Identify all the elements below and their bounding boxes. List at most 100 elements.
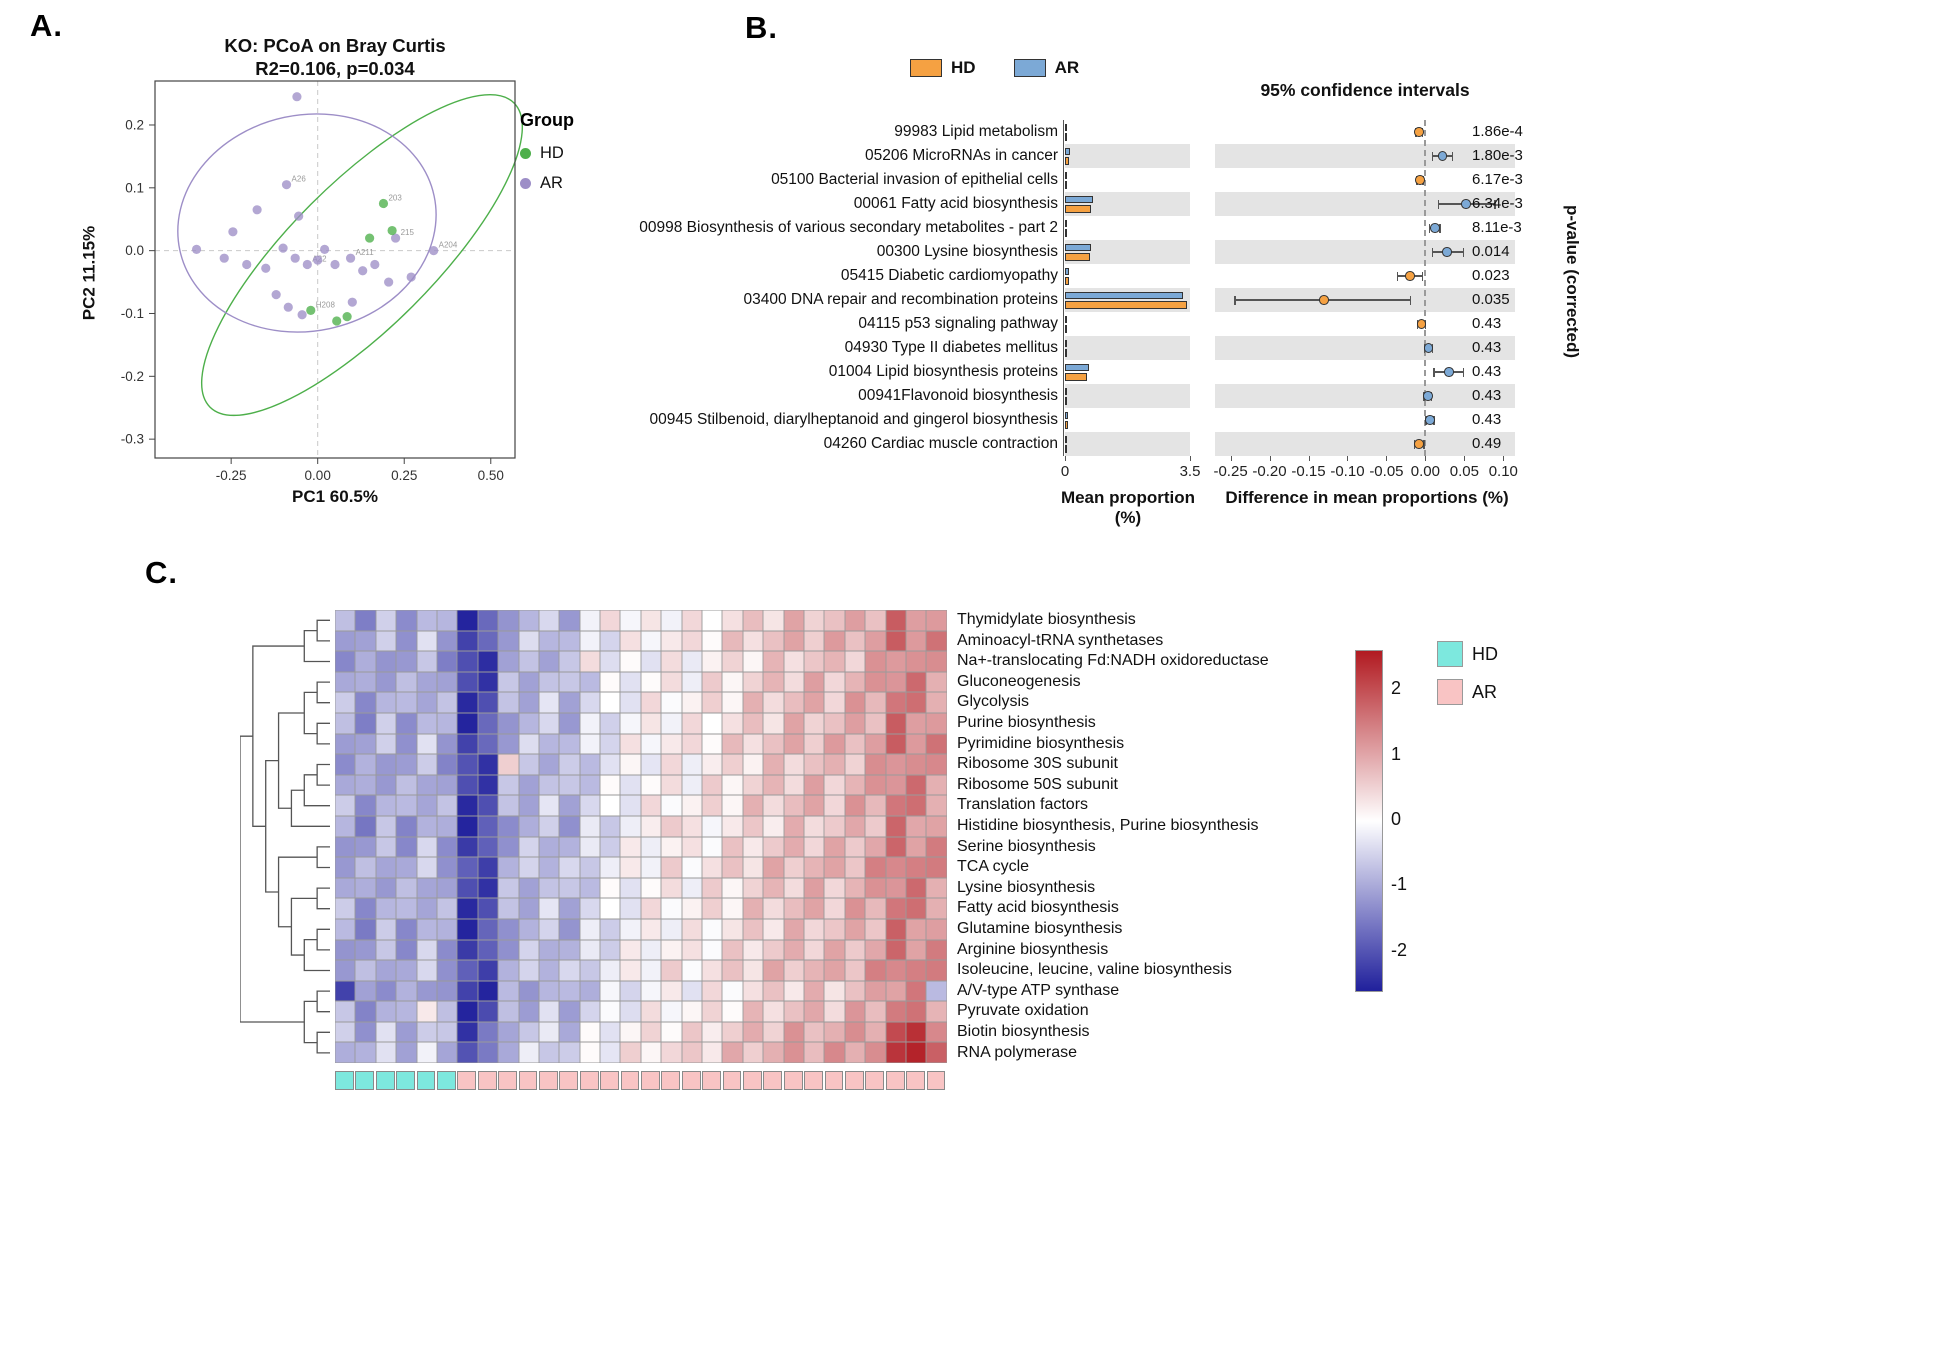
heat-cell — [763, 692, 784, 713]
heat-cell — [498, 795, 519, 816]
tick-label: 0 — [1060, 463, 1070, 480]
diff-dot — [1319, 295, 1329, 305]
heat-cell — [600, 857, 621, 878]
heat-cell — [335, 795, 356, 816]
heat-cell — [600, 960, 621, 981]
heat-cell — [803, 980, 825, 1002]
heat-cell — [824, 918, 845, 940]
heat-cell — [885, 1001, 906, 1022]
heat-cell — [640, 918, 662, 940]
heat-cell — [538, 630, 560, 652]
heat-cell — [702, 857, 723, 878]
heat-cell — [335, 1021, 356, 1043]
heat-cell — [722, 1021, 743, 1043]
heat-cell — [722, 651, 743, 672]
heat-cell — [579, 980, 601, 1002]
heat-cell — [640, 630, 662, 652]
feature-label: 04260 Cardiac muscle contraction — [823, 435, 1058, 452]
heat-cell — [335, 918, 356, 940]
heat-cell — [579, 630, 601, 652]
heat-cell — [457, 836, 478, 858]
svg-text:0.00: 0.00 — [305, 468, 331, 483]
heat-cell — [763, 815, 784, 837]
heat-cell — [702, 754, 723, 775]
heat-cell — [579, 815, 601, 837]
heat-cell — [885, 630, 906, 652]
heat-cell — [518, 712, 539, 734]
bar-ar — [1065, 363, 1090, 371]
heat-cell — [763, 610, 784, 631]
heat-cell — [681, 836, 703, 858]
heat-cell — [640, 857, 662, 878]
heat-cell — [538, 712, 560, 734]
scatter-point — [390, 233, 401, 243]
heat-cell — [640, 754, 662, 775]
scatter-point — [261, 263, 271, 273]
heat-cell — [803, 1042, 825, 1064]
heat-row-label: Lysine biosynthesis — [957, 878, 1096, 896]
point-label: A204 — [439, 241, 458, 250]
heat-cell — [885, 815, 906, 837]
scatter-point — [271, 290, 281, 300]
heat-cell — [824, 795, 845, 816]
heat-cell — [375, 960, 397, 981]
scatter-point — [252, 205, 262, 215]
heat-cell — [355, 754, 376, 775]
heat-cell — [396, 877, 417, 899]
bar-hd — [1065, 397, 1067, 405]
heat-cell — [518, 815, 539, 837]
annot-ar — [518, 1071, 538, 1090]
heat-row-label: Purine biosynthesis — [957, 714, 1096, 731]
heat-cell — [396, 857, 417, 878]
heat-cell — [742, 671, 764, 693]
heat-cell — [335, 630, 356, 652]
bar-hd — [1065, 373, 1088, 381]
heat-cell — [661, 1042, 682, 1064]
heat-cell — [763, 898, 784, 919]
heat-cell — [865, 610, 886, 631]
heat-cell — [559, 754, 580, 775]
heat-cell — [498, 610, 519, 631]
heat-cell — [681, 795, 703, 816]
heat-cell — [926, 774, 947, 796]
heat-cell — [335, 774, 356, 796]
heat-cell — [661, 795, 682, 816]
point-label: H208 — [316, 300, 336, 309]
heat-cell — [375, 1021, 397, 1043]
heat-cell — [579, 671, 601, 693]
heat-cell — [620, 671, 641, 693]
heat-cell — [457, 939, 478, 961]
scatter-point — [292, 92, 302, 102]
heat-cell — [600, 1001, 621, 1022]
ci-title: 95% confidence intervals — [1260, 80, 1470, 100]
heat-cell — [579, 1042, 601, 1064]
heat-cell — [457, 960, 478, 981]
heat-cell — [885, 610, 906, 631]
heatmap-grid — [335, 610, 947, 1064]
heat-cell — [803, 630, 825, 652]
axis-tick — [1269, 456, 1271, 461]
heat-cell — [722, 671, 743, 693]
heat-cell — [436, 980, 458, 1002]
heat-cell — [803, 898, 825, 919]
heat-cell — [600, 774, 621, 796]
heat-cell — [396, 630, 417, 652]
heat-cell — [600, 815, 621, 837]
heat-cell — [926, 980, 947, 1002]
heat-cell — [722, 898, 743, 919]
heat-cell — [498, 836, 519, 858]
ci-cap — [1462, 247, 1465, 257]
ci-cap — [1462, 367, 1465, 377]
pcoa-legend-dot-hd — [520, 148, 531, 159]
heat-cell — [436, 671, 458, 693]
heat-cell — [396, 815, 417, 837]
heat-cell — [518, 836, 539, 858]
heat-cell — [620, 733, 641, 755]
heat-cell — [375, 980, 397, 1002]
heat-cell — [579, 877, 601, 899]
tick-label: -0.20 — [1252, 463, 1287, 480]
heat-cell — [375, 836, 397, 858]
scatter-point — [365, 233, 375, 243]
heat-cell — [722, 857, 743, 878]
heat-cell — [661, 733, 682, 755]
